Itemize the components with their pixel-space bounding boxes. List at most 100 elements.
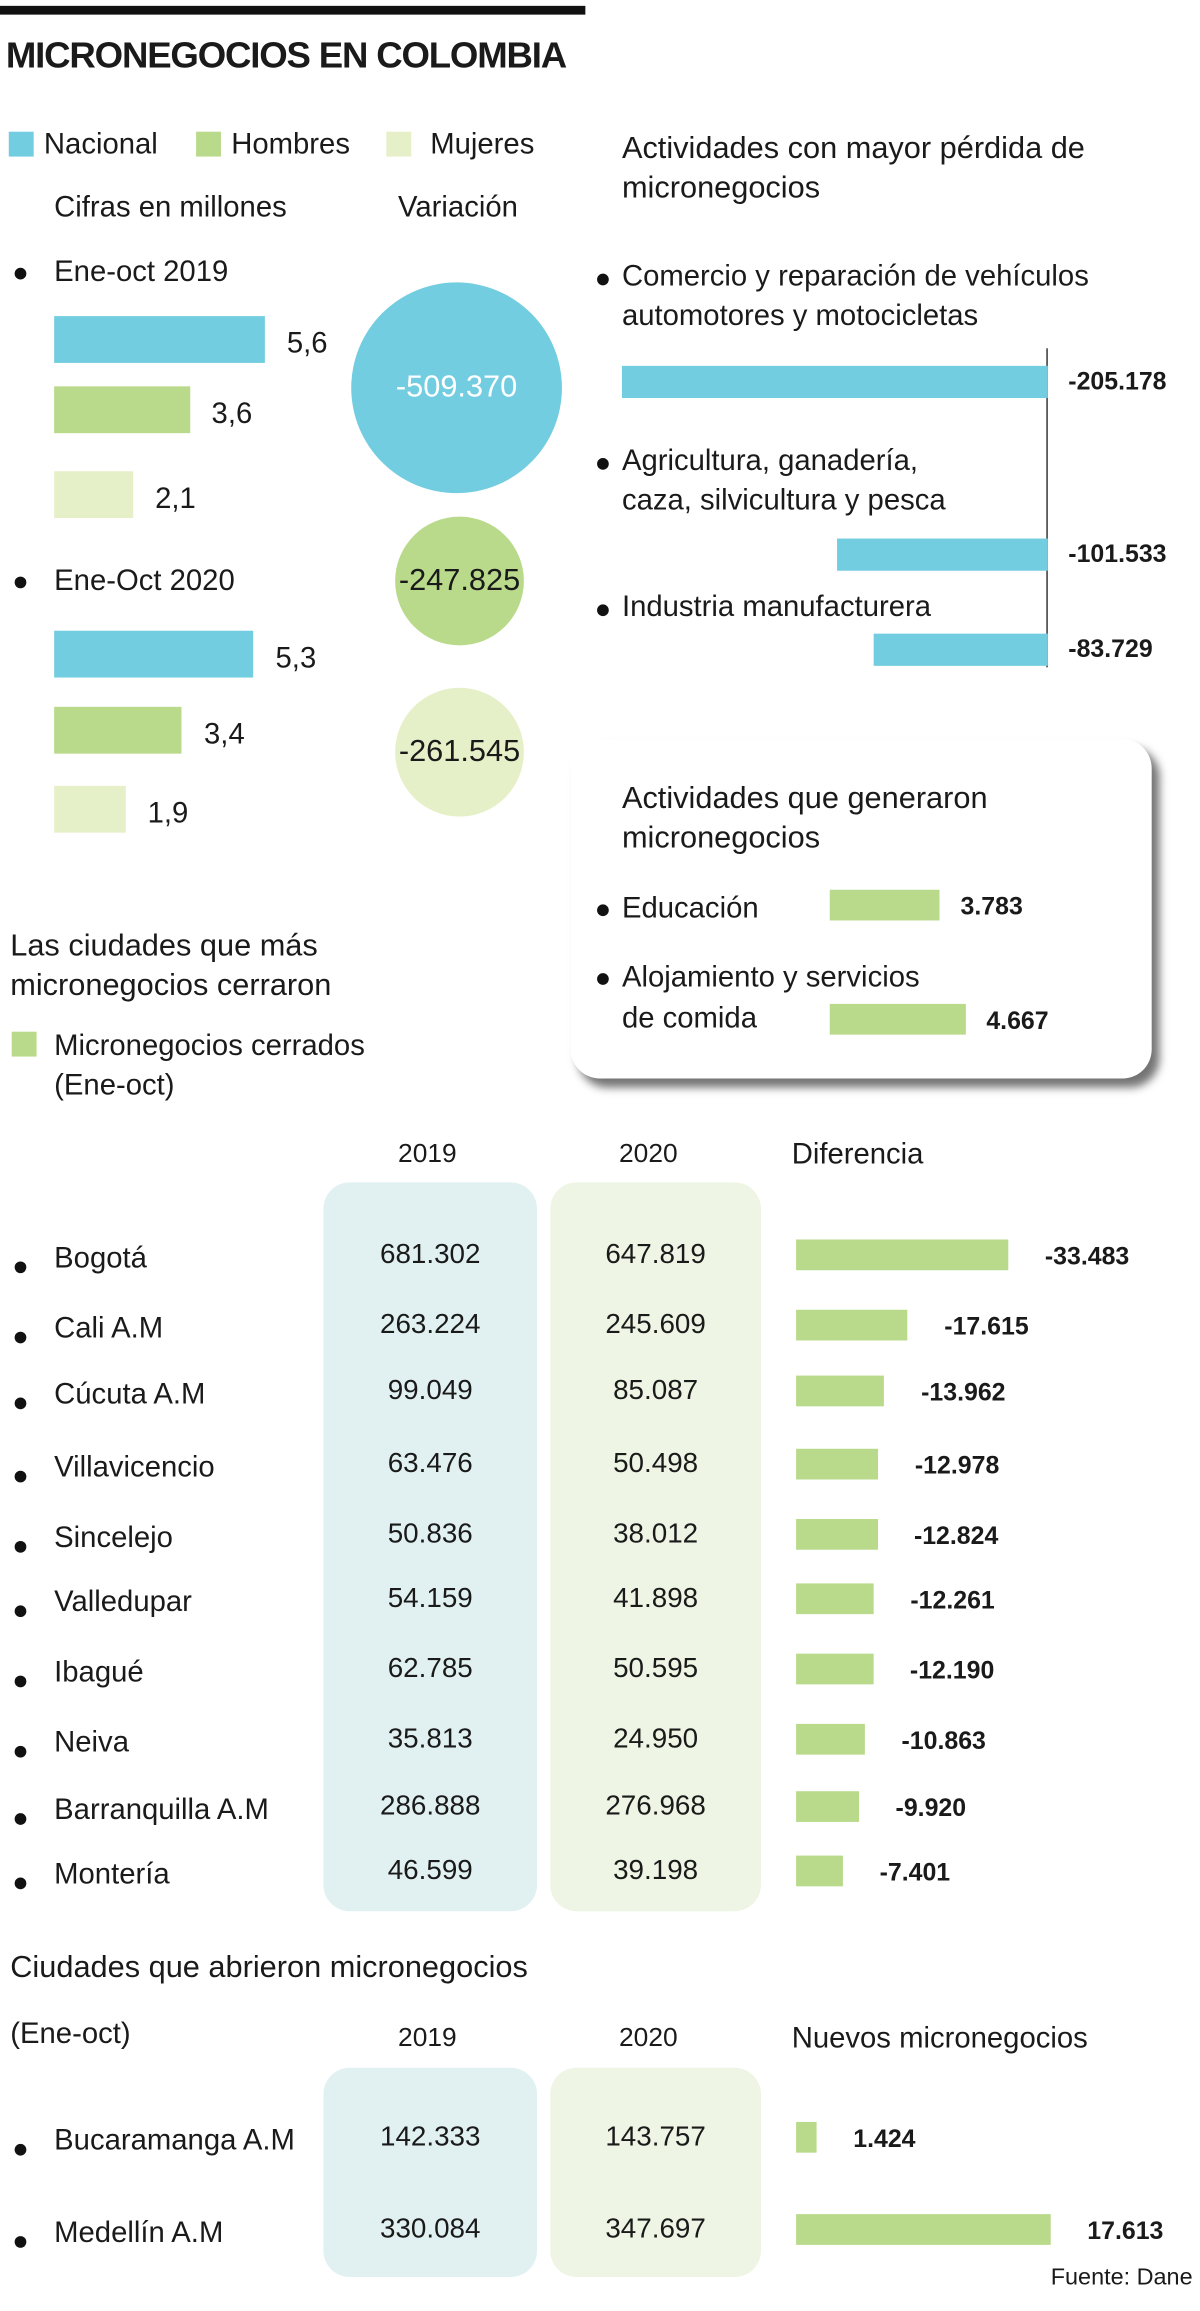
opened-subtitle: (Ene-oct) xyxy=(10,2018,131,2051)
loss-bar xyxy=(621,365,1048,399)
value-2019: 99.049 xyxy=(387,1375,473,1407)
value-2020: 24.950 xyxy=(613,1723,699,1755)
city-name: Valledupar xyxy=(54,1586,192,1619)
column-2020-bg xyxy=(550,2067,761,2278)
variation-value: -509.370 xyxy=(395,370,518,404)
loss-category: Comercio y reparación de vehículos xyxy=(621,260,1089,293)
difference-bar xyxy=(796,1519,878,1550)
difference-value: -12.190 xyxy=(909,1656,995,1685)
value-2020: 245.609 xyxy=(605,1309,706,1341)
legend-label-nacional: Nacional xyxy=(43,128,158,161)
column-header-2020: 2020 xyxy=(619,1138,678,1168)
difference-value: -10.863 xyxy=(901,1726,986,1755)
value-2020: 347.697 xyxy=(605,2214,706,2245)
opened-title: Ciudades que abrieron micronegocios xyxy=(10,1950,528,1985)
value-2019: 35.813 xyxy=(387,1723,473,1755)
losses-axis xyxy=(1046,348,1048,668)
difference-bar xyxy=(796,1653,874,1685)
difference-bar xyxy=(796,1448,879,1480)
difference-bar xyxy=(796,1583,874,1615)
closed-title: Las ciudades que más micronegocios cerra… xyxy=(10,926,434,1005)
bullet xyxy=(597,973,609,985)
closed-legend-period: (Ene-oct) xyxy=(54,1069,175,1102)
bullet xyxy=(597,904,609,917)
city-name: Ibagué xyxy=(54,1656,144,1689)
bar-value-label: 5,6 xyxy=(286,327,328,360)
value-2020: 39.198 xyxy=(613,1855,699,1887)
page-title: MICRONEGOCIOS EN COLOMBIA xyxy=(5,35,567,77)
column-2020-bg xyxy=(550,1182,761,1912)
variation-circle-mujeres: -261.545 xyxy=(395,687,524,817)
bar-nacional xyxy=(54,316,265,363)
difference-value: -13.962 xyxy=(921,1378,1006,1407)
loss-category: Agricultura, ganadería, xyxy=(621,444,919,478)
gain-bar xyxy=(829,889,941,921)
bar-value-label: 3,6 xyxy=(211,398,253,431)
difference-value: -12.978 xyxy=(914,1451,1000,1480)
bullet xyxy=(14,267,27,280)
value-2020: 50.498 xyxy=(613,1448,699,1480)
value-2019: 681.302 xyxy=(379,1239,481,1271)
bullet xyxy=(14,576,27,589)
city-name: Medellín A.M xyxy=(54,2217,224,2250)
column-header-2019: 2019 xyxy=(398,1138,457,1168)
value-2019: 263.224 xyxy=(379,1309,481,1341)
difference-bar xyxy=(796,1723,865,1755)
value-2020: 38.012 xyxy=(613,1519,699,1550)
legend-swatch-hombres xyxy=(196,131,221,157)
difference-bar xyxy=(796,1309,908,1341)
city-name: Bucaramanga A.M xyxy=(54,2124,295,2158)
bar-value-label: 5,3 xyxy=(275,642,317,675)
bar-mujeres xyxy=(54,785,126,833)
period-label-2019: Ene-oct 2019 xyxy=(54,256,229,289)
bullet xyxy=(597,273,609,286)
gains-title-text: Actividades que generaron micronegocios xyxy=(621,781,988,855)
bullet xyxy=(14,2236,27,2248)
bullet xyxy=(14,1261,27,1274)
loss-category: Industria manufacturera xyxy=(621,591,932,624)
legend-swatch-mujeres xyxy=(386,131,412,157)
gain-category: Educación xyxy=(621,892,759,925)
bullet xyxy=(14,1605,27,1618)
difference-value: -9.920 xyxy=(895,1794,967,1822)
difference-value: -7.401 xyxy=(879,1858,951,1887)
difference-value: 17.613 xyxy=(1087,2217,1164,2245)
bar-value-label: 2,1 xyxy=(155,482,196,516)
value-2020: 85.087 xyxy=(613,1375,699,1407)
bullet xyxy=(14,1540,27,1553)
variation-value: -261.545 xyxy=(398,734,521,769)
value-2020: 647.819 xyxy=(605,1239,706,1271)
column-header-nuevos: Nuevos micronegocios xyxy=(791,2022,1088,2055)
value-2020: 276.968 xyxy=(605,1791,706,1822)
difference-value: -17.615 xyxy=(944,1312,1029,1341)
closed-legend-label: Micronegocios cerrados xyxy=(54,1030,365,1063)
loss-value: -205.178 xyxy=(1068,367,1167,396)
legend-label-mujeres: Mujeres xyxy=(430,128,535,161)
variation-label: Variación xyxy=(398,191,518,224)
loss-bar xyxy=(837,538,1048,571)
difference-bar xyxy=(796,1791,859,1822)
bar-nacional xyxy=(54,630,254,678)
difference-bar xyxy=(796,1239,1009,1271)
value-2019: 46.599 xyxy=(387,1855,473,1887)
value-2020: 50.595 xyxy=(613,1653,699,1685)
value-2019: 54.159 xyxy=(387,1583,473,1615)
difference-bar xyxy=(796,1855,843,1887)
gain-bar xyxy=(829,1003,966,1035)
bullet xyxy=(597,604,609,617)
city-name: Sincelejo xyxy=(54,1521,173,1555)
difference-bar xyxy=(796,2214,1051,2245)
value-2019: 142.333 xyxy=(379,2121,481,2153)
gains-title: Actividades que generaron micronegocios xyxy=(622,779,1127,858)
difference-bar xyxy=(796,2121,817,2153)
city-name: Cali A.M xyxy=(54,1312,164,1345)
bullet xyxy=(597,458,609,470)
gain-category: de comida xyxy=(621,1002,757,1035)
variation-value: -247.825 xyxy=(398,563,521,598)
bullet xyxy=(14,2143,27,2156)
bar-hombres xyxy=(54,386,190,434)
loss-bar xyxy=(873,633,1048,666)
legend-swatch-nacional xyxy=(8,131,34,157)
bullet xyxy=(14,1675,27,1688)
loss-category: caza, silvicultura y pesca xyxy=(621,484,946,517)
